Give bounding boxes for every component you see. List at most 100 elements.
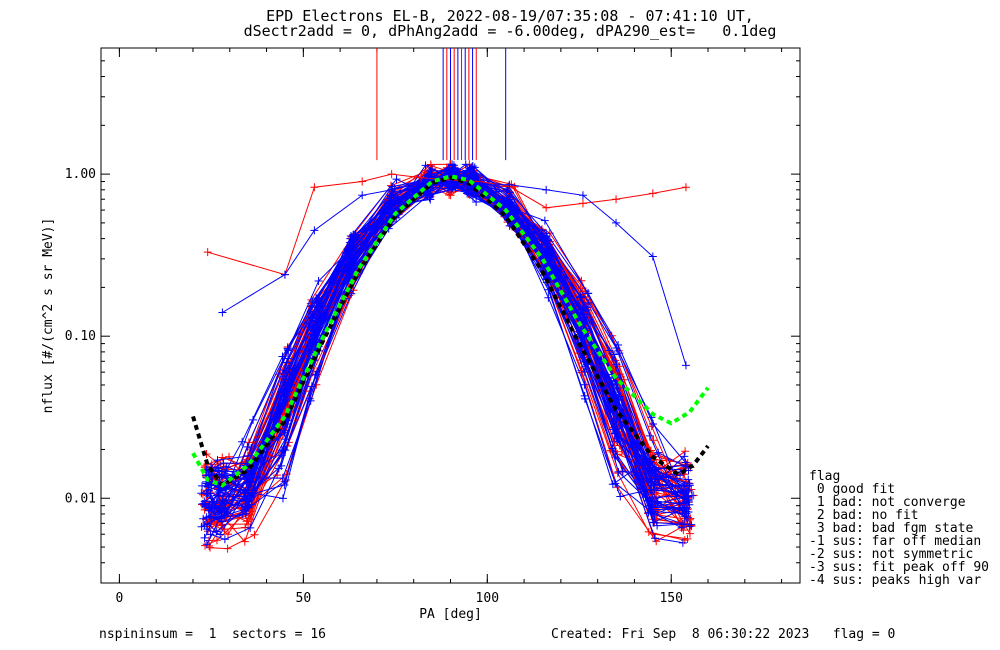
y-tick-label: 1.00 bbox=[65, 167, 96, 182]
data-point bbox=[644, 527, 653, 536]
legend-item: 2 bad: no fit bbox=[809, 508, 919, 523]
data-point bbox=[542, 229, 551, 238]
data-point bbox=[683, 534, 692, 543]
footer-right: Created: Fri Sep 8 06:30:22 2023 flag = … bbox=[551, 627, 896, 642]
data-point bbox=[202, 489, 211, 498]
series-point bbox=[446, 179, 455, 188]
series-point bbox=[612, 195, 621, 204]
data-point bbox=[685, 515, 694, 524]
data-point bbox=[506, 195, 515, 204]
blue-profile-40 bbox=[215, 172, 683, 511]
data-point bbox=[249, 415, 258, 424]
data-point bbox=[612, 360, 621, 369]
data-point bbox=[245, 470, 254, 479]
data-point bbox=[682, 488, 691, 497]
data-point bbox=[283, 354, 292, 363]
data-point bbox=[247, 500, 256, 509]
data-point bbox=[280, 480, 289, 489]
data-point bbox=[278, 494, 287, 503]
legend-item: -4 sus: peaks high var bbox=[809, 573, 982, 588]
data-point bbox=[213, 456, 222, 465]
data-point bbox=[224, 530, 233, 539]
data-point bbox=[465, 164, 474, 173]
data-point bbox=[198, 481, 207, 490]
y-axis-label: nflux [#/(cm^2 s sr MeV)] bbox=[41, 218, 56, 414]
series-point bbox=[218, 308, 227, 317]
data-point bbox=[240, 537, 249, 546]
data-point bbox=[687, 520, 696, 529]
data-point bbox=[676, 471, 685, 480]
data-point bbox=[680, 512, 689, 521]
data-point bbox=[684, 475, 693, 484]
series-point bbox=[578, 191, 587, 200]
series-line-1 bbox=[222, 180, 687, 366]
data-point bbox=[314, 277, 323, 286]
data-point bbox=[311, 370, 320, 379]
x-tick-label: 50 bbox=[296, 591, 312, 606]
series-point bbox=[417, 173, 426, 182]
legend-item: -1 sus: far off median bbox=[809, 534, 982, 549]
data-point bbox=[200, 533, 209, 542]
data-point bbox=[684, 496, 693, 505]
red-profile-20 bbox=[209, 169, 687, 525]
data-point bbox=[218, 453, 227, 462]
x-axis-label: PA [deg] bbox=[419, 607, 482, 622]
series-point bbox=[542, 185, 551, 194]
data-point bbox=[213, 491, 222, 500]
blue-profile-27 bbox=[205, 172, 688, 492]
series-point bbox=[310, 226, 319, 235]
data-point bbox=[427, 165, 436, 174]
data-point bbox=[584, 298, 593, 307]
data-point bbox=[612, 344, 621, 353]
data-point bbox=[540, 216, 549, 225]
series-line-2 bbox=[191, 175, 710, 489]
data-point bbox=[243, 442, 252, 451]
data-point bbox=[199, 499, 208, 508]
legend-title: flag bbox=[809, 469, 841, 484]
data-point bbox=[683, 492, 692, 501]
blue-profile-16 bbox=[209, 167, 690, 508]
data-point bbox=[280, 426, 289, 435]
data-point bbox=[238, 510, 247, 519]
data-point bbox=[426, 160, 435, 169]
footer-left: nspininsum = 1 sectors = 16 bbox=[99, 627, 326, 642]
data-point bbox=[616, 492, 625, 501]
data-point bbox=[502, 197, 511, 206]
y-tick-label: 0.01 bbox=[65, 491, 96, 506]
data-point bbox=[684, 486, 693, 495]
legend-item: 1 bad: not converge bbox=[809, 495, 966, 510]
data-point bbox=[543, 248, 552, 257]
data-point bbox=[680, 481, 689, 490]
data-point bbox=[245, 510, 254, 519]
chart-title: EPD Electrons EL-B, 2022-08-19/07:35:08 … bbox=[266, 7, 754, 25]
data-point bbox=[244, 519, 253, 528]
data-point bbox=[678, 538, 687, 547]
data-point bbox=[580, 391, 589, 400]
data-point bbox=[202, 525, 211, 534]
data-point bbox=[648, 466, 657, 475]
series-point bbox=[578, 199, 587, 208]
data-point bbox=[247, 451, 256, 460]
data-point bbox=[222, 462, 231, 471]
data-point bbox=[651, 534, 660, 543]
legend-item: 3 bad: bad fgm state bbox=[809, 521, 974, 536]
data-point bbox=[681, 447, 690, 456]
blue-profile-18 bbox=[206, 180, 689, 518]
data-point bbox=[217, 471, 226, 480]
data-point bbox=[216, 530, 225, 539]
data-point bbox=[444, 164, 453, 173]
data-point bbox=[246, 523, 255, 532]
blue-profile-39 bbox=[208, 170, 689, 512]
data-layer bbox=[191, 48, 710, 553]
legend-item: -2 sus: not symmetric bbox=[809, 547, 974, 562]
data-point bbox=[472, 191, 481, 200]
blue-profile-36 bbox=[210, 178, 681, 480]
data-point bbox=[214, 487, 223, 496]
data-point bbox=[309, 314, 318, 323]
data-point bbox=[653, 521, 662, 530]
data-point bbox=[202, 540, 211, 549]
data-point bbox=[580, 367, 589, 376]
data-point bbox=[204, 480, 213, 489]
data-point bbox=[347, 256, 356, 265]
data-point bbox=[685, 500, 694, 509]
